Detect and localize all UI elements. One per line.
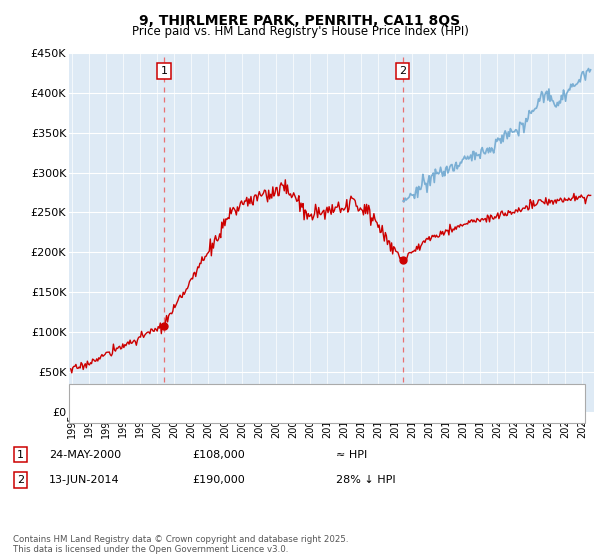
Text: 24-MAY-2000: 24-MAY-2000 [49,450,121,460]
Text: 2: 2 [399,66,406,76]
Text: HPI: Average price, detached house, Westmorland and Furness: HPI: Average price, detached house, West… [111,407,439,417]
Text: 9, THIRLMERE PARK, PENRITH, CA11 8QS (detached house): 9, THIRLMERE PARK, PENRITH, CA11 8QS (de… [111,390,418,400]
Text: Price paid vs. HM Land Registry's House Price Index (HPI): Price paid vs. HM Land Registry's House … [131,25,469,38]
Text: 28% ↓ HPI: 28% ↓ HPI [336,475,395,485]
Text: £108,000: £108,000 [192,450,245,460]
Text: 2: 2 [17,475,24,485]
Text: Contains HM Land Registry data © Crown copyright and database right 2025.
This d: Contains HM Land Registry data © Crown c… [13,535,349,554]
Text: ≈ HPI: ≈ HPI [336,450,367,460]
Text: 1: 1 [160,66,167,76]
Text: 9, THIRLMERE PARK, PENRITH, CA11 8QS: 9, THIRLMERE PARK, PENRITH, CA11 8QS [139,14,461,28]
Text: 13-JUN-2014: 13-JUN-2014 [49,475,120,485]
Text: £190,000: £190,000 [192,475,245,485]
Text: 1: 1 [17,450,24,460]
